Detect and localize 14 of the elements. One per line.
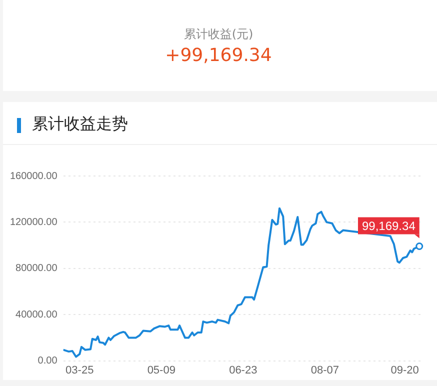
y-tick-label: 0.00 [38,356,58,367]
annotation: 99,169.34 [362,219,416,234]
y-tick-label: 80000.00 [16,263,58,274]
x-tick-label: 06-23 [229,364,258,376]
x-tick-label: 08-07 [310,364,339,376]
text: +99,169.34 [164,45,273,66]
text: 累计收益(元) [182,26,254,43]
x-tick-label: 09-20 [390,364,419,376]
y-tick-label: 160000.00 [10,170,58,182]
y-tick-label: 40000.00 [16,309,58,320]
y-tick-label: 120000.00 [10,216,58,228]
chart-title: 累计收益走势 [32,114,128,135]
x-tick-label: 03-25 [66,364,94,376]
x-tick-label: 05-09 [147,364,176,376]
